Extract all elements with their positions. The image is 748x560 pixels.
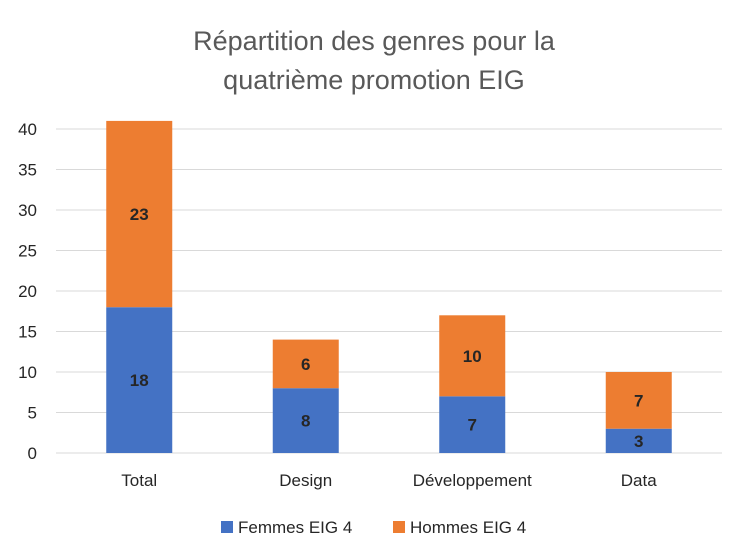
chart-title-line-1: Répartition des genres pour la — [193, 26, 556, 56]
y-tick-label: 20 — [18, 282, 37, 301]
x-axis: Total Design Développement Data — [121, 471, 657, 490]
data-label: 3 — [634, 432, 643, 451]
y-axis: 0 5 10 15 20 25 30 35 40 — [18, 120, 37, 463]
y-tick-label: 5 — [28, 404, 37, 423]
bar-hommes — [605, 372, 672, 429]
legend-swatch — [393, 521, 405, 533]
bar-hommes — [106, 120, 173, 308]
chart-title-line-2: quatrième promotion EIG — [223, 65, 525, 95]
bar-hommes — [439, 315, 506, 397]
chart-title: Répartition des genres pour la quatrième… — [193, 26, 556, 95]
legend-label: Femmes EIG 4 — [238, 518, 352, 537]
data-label: 18 — [130, 371, 149, 390]
y-tick-label: 40 — [18, 120, 37, 139]
bar-femmes — [106, 307, 173, 453]
data-label: 8 — [301, 412, 310, 431]
y-tick-label: 25 — [18, 242, 37, 261]
data-label: 7 — [634, 391, 643, 410]
y-tick-label: 35 — [18, 161, 37, 180]
data-label: 10 — [463, 347, 482, 366]
data-label: 23 — [130, 205, 149, 224]
x-category-label: Développement — [413, 471, 532, 490]
x-category-label: Design — [279, 471, 332, 490]
data-label: 6 — [301, 355, 310, 374]
bar-femmes — [605, 428, 672, 453]
data-label: 7 — [468, 416, 477, 435]
x-category-label: Data — [621, 471, 657, 490]
y-tick-label: 0 — [28, 444, 37, 463]
bars: 18 23 8 6 7 10 3 7 — [106, 120, 672, 453]
x-category-label: Total — [121, 471, 157, 490]
legend: Femmes EIG 4 Hommes EIG 4 — [221, 518, 526, 537]
bar-femmes — [439, 396, 506, 453]
y-tick-label: 10 — [18, 363, 37, 382]
legend-label: Hommes EIG 4 — [410, 518, 526, 537]
legend-swatch — [221, 521, 233, 533]
y-tick-label: 30 — [18, 201, 37, 220]
bar-hommes — [272, 339, 339, 389]
bar-femmes — [272, 388, 339, 453]
y-tick-label: 15 — [18, 323, 37, 342]
